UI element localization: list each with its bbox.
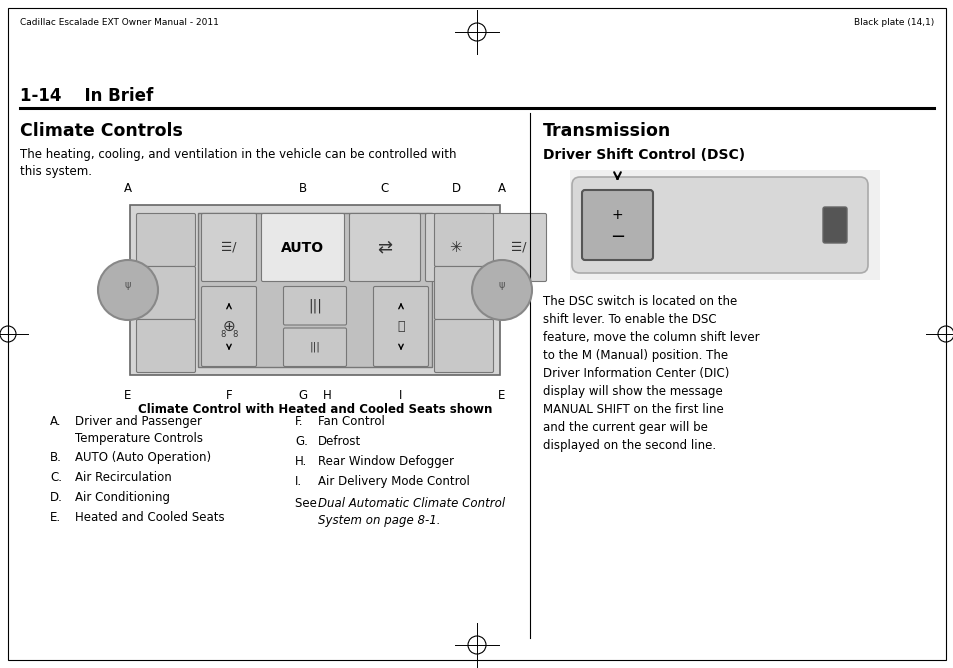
Text: Driver and Passenger
Temperature Controls: Driver and Passenger Temperature Control… xyxy=(75,415,203,445)
Circle shape xyxy=(98,260,158,320)
FancyBboxPatch shape xyxy=(434,214,493,267)
Text: I.: I. xyxy=(294,475,302,488)
Circle shape xyxy=(472,260,532,320)
FancyBboxPatch shape xyxy=(136,267,195,319)
FancyBboxPatch shape xyxy=(136,319,195,373)
Text: D: D xyxy=(451,182,460,195)
Text: 1-14    In Brief: 1-14 In Brief xyxy=(20,87,153,105)
Text: A.: A. xyxy=(50,415,61,428)
Text: A: A xyxy=(497,182,505,195)
Text: ✳: ✳ xyxy=(449,240,462,255)
Text: Transmission: Transmission xyxy=(542,122,671,140)
FancyBboxPatch shape xyxy=(434,267,493,319)
Text: Climate Controls: Climate Controls xyxy=(20,122,183,140)
Text: AUTO: AUTO xyxy=(281,240,324,255)
Text: C.: C. xyxy=(50,471,62,484)
Text: A: A xyxy=(124,182,132,195)
Text: ψ: ψ xyxy=(125,280,132,290)
Text: H.: H. xyxy=(294,455,307,468)
Text: F.: F. xyxy=(294,415,303,428)
FancyBboxPatch shape xyxy=(374,287,428,367)
FancyBboxPatch shape xyxy=(201,214,256,281)
Text: Climate Control with Heated and Cooled Seats shown: Climate Control with Heated and Cooled S… xyxy=(137,403,492,416)
Bar xyxy=(569,170,879,280)
Text: Black plate (14,1): Black plate (14,1) xyxy=(853,18,933,27)
Text: Defrost: Defrost xyxy=(317,435,361,448)
FancyBboxPatch shape xyxy=(491,214,546,281)
FancyBboxPatch shape xyxy=(201,287,256,367)
FancyBboxPatch shape xyxy=(283,287,346,325)
Text: Cadillac Escalade EXT Owner Manual - 2011: Cadillac Escalade EXT Owner Manual - 201… xyxy=(20,18,218,27)
Bar xyxy=(130,205,499,375)
Text: H: H xyxy=(322,389,331,402)
FancyBboxPatch shape xyxy=(572,177,867,273)
Text: +: + xyxy=(611,208,622,222)
Text: Dual Automatic Climate Control
System on page 8-1.: Dual Automatic Climate Control System on… xyxy=(317,497,504,527)
Text: Air Delivery Mode Control: Air Delivery Mode Control xyxy=(317,475,470,488)
Text: Fan Control: Fan Control xyxy=(317,415,384,428)
Text: G: G xyxy=(298,389,307,402)
Text: |||: ||| xyxy=(308,299,321,313)
Text: G.: G. xyxy=(294,435,308,448)
Text: See: See xyxy=(294,497,320,510)
FancyBboxPatch shape xyxy=(136,214,195,267)
Text: ☰/: ☰/ xyxy=(221,241,236,254)
FancyBboxPatch shape xyxy=(283,328,346,367)
Text: F: F xyxy=(226,389,233,402)
Text: The DSC switch is located on the
shift lever. To enable the DSC
feature, move th: The DSC switch is located on the shift l… xyxy=(542,295,759,452)
Text: ψ: ψ xyxy=(498,280,505,290)
Text: Air Conditioning: Air Conditioning xyxy=(75,491,170,504)
Bar xyxy=(198,213,432,367)
Text: B: B xyxy=(298,182,307,195)
FancyBboxPatch shape xyxy=(425,214,486,281)
Text: C: C xyxy=(380,182,389,195)
Text: D.: D. xyxy=(50,491,63,504)
FancyBboxPatch shape xyxy=(434,319,493,373)
Text: E: E xyxy=(124,389,132,402)
Text: ⇄: ⇄ xyxy=(377,238,392,257)
Text: Heated and Cooled Seats: Heated and Cooled Seats xyxy=(75,511,224,524)
Text: 8: 8 xyxy=(220,330,226,339)
Text: E: E xyxy=(497,389,505,402)
Text: ⊕: ⊕ xyxy=(222,319,235,334)
Text: I: I xyxy=(399,389,402,402)
FancyBboxPatch shape xyxy=(349,214,420,281)
Text: 8: 8 xyxy=(233,330,237,339)
Text: |||: ||| xyxy=(309,342,320,353)
Text: Rear Window Defogger: Rear Window Defogger xyxy=(317,455,454,468)
FancyBboxPatch shape xyxy=(261,214,344,281)
Text: −: − xyxy=(609,228,624,246)
Text: 🚶: 🚶 xyxy=(396,320,404,333)
Text: The heating, cooling, and ventilation in the vehicle can be controlled with
this: The heating, cooling, and ventilation in… xyxy=(20,148,456,178)
Text: Air Recirculation: Air Recirculation xyxy=(75,471,172,484)
Text: ☰/: ☰/ xyxy=(511,241,526,254)
Text: AUTO (Auto Operation): AUTO (Auto Operation) xyxy=(75,451,211,464)
Text: E.: E. xyxy=(50,511,61,524)
Text: B.: B. xyxy=(50,451,62,464)
Text: Driver Shift Control (DSC): Driver Shift Control (DSC) xyxy=(542,148,744,162)
FancyBboxPatch shape xyxy=(822,207,846,243)
FancyBboxPatch shape xyxy=(581,190,652,260)
